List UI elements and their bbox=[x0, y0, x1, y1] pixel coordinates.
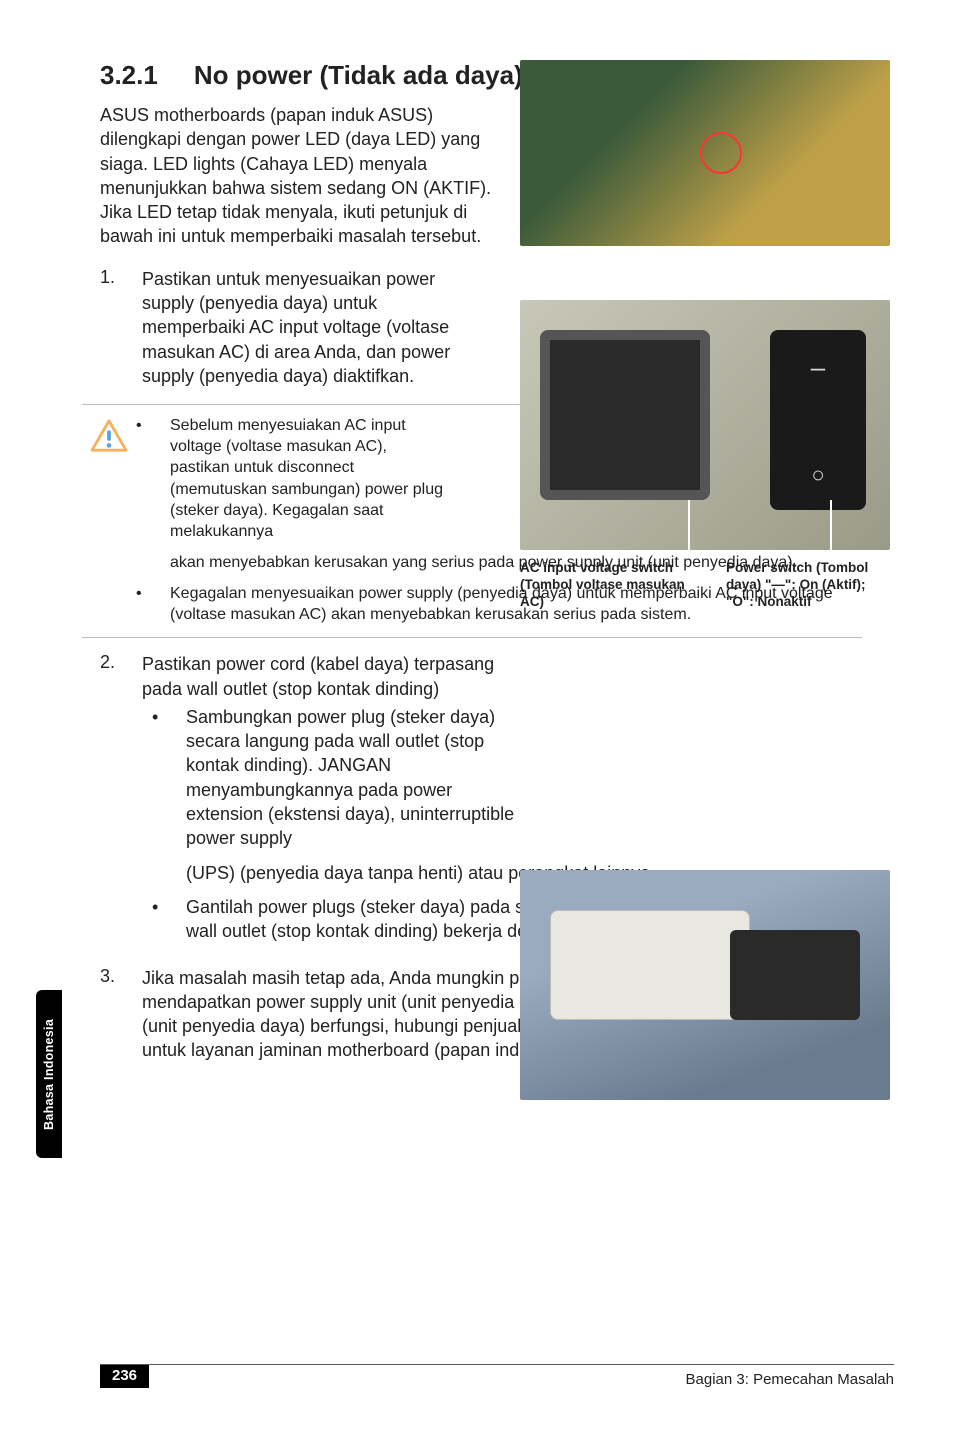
figure-psu-rear bbox=[520, 300, 890, 550]
caption-right: Power switch (Tombol daya) "—": On (Akti… bbox=[726, 560, 890, 611]
note-bullet-1-text-a: Sebelum menyesuiakan AC input voltage (v… bbox=[170, 415, 450, 542]
power-plug-icon bbox=[730, 930, 860, 1020]
step-3-number: 3. bbox=[100, 966, 142, 1063]
intro-paragraph: ASUS motherboards (papan induk ASUS) dil… bbox=[100, 103, 510, 249]
step-1-text: Pastikan untuk menyesuaikan power supply… bbox=[142, 267, 482, 388]
step-2-sub-1-text-a: Sambungkan power plug (steker daya) seca… bbox=[186, 705, 516, 851]
figure-motherboard-led bbox=[520, 60, 890, 246]
warning-icon bbox=[82, 415, 136, 625]
page-footer: 236 Bagian 3: Pemecahan Masalah bbox=[100, 1364, 894, 1388]
figure-captions: AC input voltage switch (Tombol voltase … bbox=[520, 560, 890, 611]
heading-title: No power (Tidak ada daya) bbox=[194, 60, 523, 90]
bullet-icon bbox=[136, 583, 170, 625]
ac-socket-icon bbox=[540, 330, 710, 500]
step-2-text: Pastikan power cord (kabel daya) terpasa… bbox=[142, 652, 502, 701]
bullet-icon bbox=[152, 895, 186, 944]
wall-outlet-icon bbox=[550, 910, 750, 1020]
heading-number: 3.2.1 bbox=[100, 60, 158, 90]
bullet-icon bbox=[152, 705, 186, 851]
bullet-icon bbox=[136, 415, 170, 542]
language-tab: Bahasa Indonesia bbox=[36, 990, 62, 1158]
caption-left: AC input voltage switch (Tombol voltase … bbox=[520, 560, 708, 611]
callout-line bbox=[830, 500, 832, 556]
step-1-number: 1. bbox=[100, 267, 142, 388]
step-2-number: 2. bbox=[100, 652, 142, 953]
callout-line bbox=[688, 500, 690, 556]
figure-wall-outlet bbox=[520, 870, 890, 1100]
footer-breadcrumb: Bagian 3: Pemecahan Masalah bbox=[686, 1371, 894, 1388]
power-switch-icon bbox=[770, 330, 866, 510]
step-2-sub-1: Sambungkan power plug (steker daya) seca… bbox=[152, 705, 886, 851]
page-number: 236 bbox=[100, 1365, 149, 1388]
highlight-circle-icon bbox=[700, 132, 742, 174]
